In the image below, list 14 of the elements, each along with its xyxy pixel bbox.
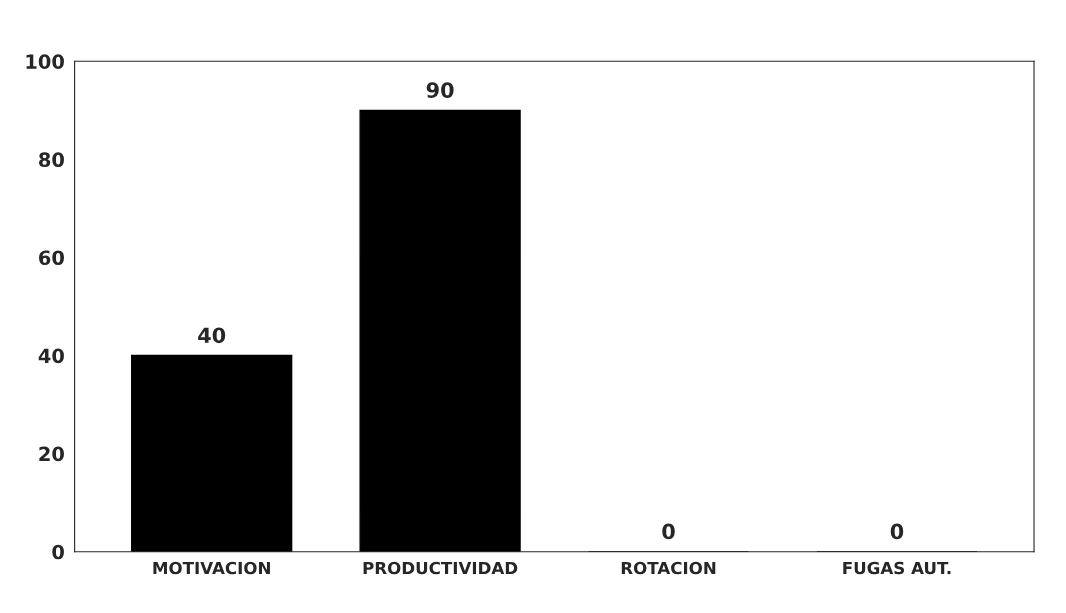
x-tick-label: FUGAS AUT.: [843, 561, 951, 575]
x-tick-label: PRODUCTIVIDAD: [363, 561, 518, 575]
x-tick-label: ROTACION: [621, 561, 716, 575]
data-label: 0: [662, 523, 675, 540]
y-tick-label: 0: [52, 544, 64, 560]
data-label: 0: [890, 523, 904, 540]
y-tick-label: 20: [39, 446, 64, 462]
y-tick-label: 100: [26, 54, 64, 69]
y-tick-label: 80: [39, 152, 64, 168]
y-tick-label: 40: [38, 348, 64, 364]
y-tick-label: 60: [39, 250, 64, 266]
x-tick-label: MOTIVACION: [153, 561, 270, 575]
data-label: 90: [426, 82, 454, 98]
data-label: 40: [198, 327, 226, 344]
